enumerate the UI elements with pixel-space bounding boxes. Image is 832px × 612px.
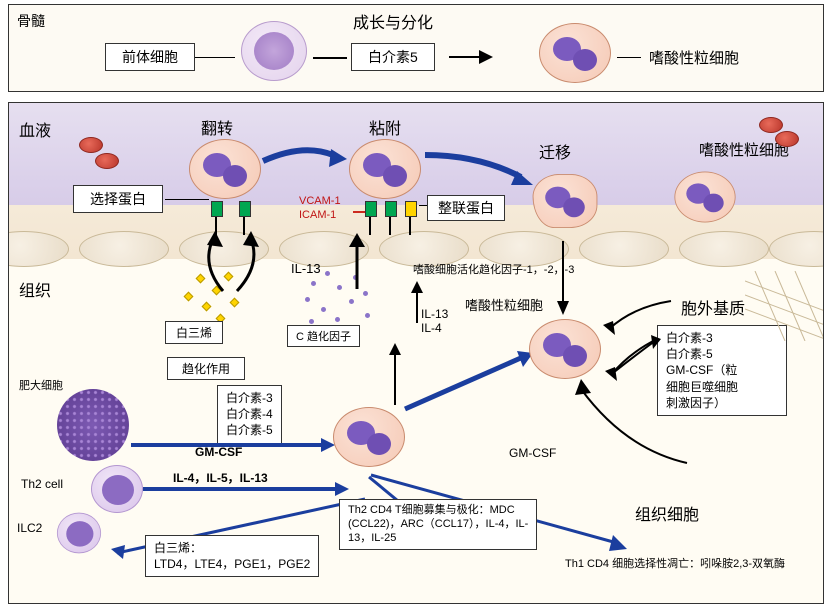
tissue-eosinophil — [529, 319, 601, 379]
vcam-label: VCAM-1 — [299, 195, 341, 207]
tissue-label: 组织 — [19, 277, 51, 301]
th2-label: Th2 cell — [21, 477, 63, 491]
selectin-box: 选择蛋白 — [73, 185, 163, 213]
il-bold-label: IL-4，IL-5，IL-13 — [173, 469, 268, 486]
blood-tissue-panel: 血液 翻转 粘附 迁移 嗜酸性粒细胞 选择蛋白 VCAM-1 ICAM-1 整联… — [8, 102, 824, 604]
gmcsf-right-label: GM-CSF — [509, 446, 556, 460]
migration-label: 迁移 — [539, 139, 571, 163]
ilc2-cell — [57, 513, 101, 554]
blood-label: 血液 — [19, 117, 51, 141]
rolling-cell — [189, 139, 261, 199]
top-right-cell — [674, 172, 735, 223]
growth-diff-label: 成长与分化 — [353, 9, 433, 33]
eosinophil-top-label: 嗜酸性粒细胞 — [649, 47, 739, 68]
chemotaxis-box: 趋化作用 — [167, 357, 245, 380]
il13-4-label: IL-13 IL-4 — [421, 307, 448, 335]
leukotriene-box: 白三烯 — [165, 321, 223, 344]
th1-label: Th1 CD4 细胞选择性凋亡：吲哚胺2,3-双氧酶 — [565, 555, 785, 571]
progenitor-cell — [241, 21, 307, 81]
chemokine-box: C 趋化因子 — [287, 325, 360, 347]
adhesion-cell — [349, 139, 421, 199]
il-list-box: 白介素-3 白介素-4 白介素-5 — [217, 385, 282, 444]
migration-cell — [533, 174, 598, 228]
progenitor-box: 前体细胞 — [105, 43, 195, 71]
rbc-icon — [79, 137, 103, 153]
eosino-mid-label: 嗜酸性粒细胞 — [465, 295, 543, 314]
lt-list-box: 白三烯： LTD4，LTE4，PGE1，PGE2 — [145, 535, 319, 577]
arrow-icon — [263, 147, 347, 171]
il13-label: IL-13 — [291, 261, 321, 276]
gmcsf-left-label: GM-CSF — [195, 445, 242, 459]
ecm-label: 胞外基质 — [681, 295, 745, 319]
th2-recruit-box: Th2 CD4 T细胞募集与极化：MDC (CCL22)，ARC（CCL17），… — [339, 499, 537, 550]
bone-marrow-label: 骨髓 — [17, 11, 45, 31]
bone-marrow-panel: 骨髓 成长与分化 前体细胞 白介素5 嗜酸性粒细胞 — [8, 4, 824, 92]
icam-label: ICAM-1 — [299, 209, 336, 221]
tissue-cell-label: 组织细胞 — [635, 501, 699, 525]
mast-cell — [57, 389, 129, 461]
integrin-box: 整联蛋白 — [427, 195, 505, 221]
ilc2-label: ILC2 — [17, 521, 42, 535]
rolling-label: 翻转 — [201, 115, 233, 139]
center-eosinophil — [333, 407, 405, 467]
adhesion-label: 粘附 — [369, 115, 401, 139]
il5-box: 白介素5 — [351, 43, 435, 71]
mast-label: 肥大细胞 — [19, 377, 63, 393]
eosinophil-top-cell — [539, 23, 611, 83]
